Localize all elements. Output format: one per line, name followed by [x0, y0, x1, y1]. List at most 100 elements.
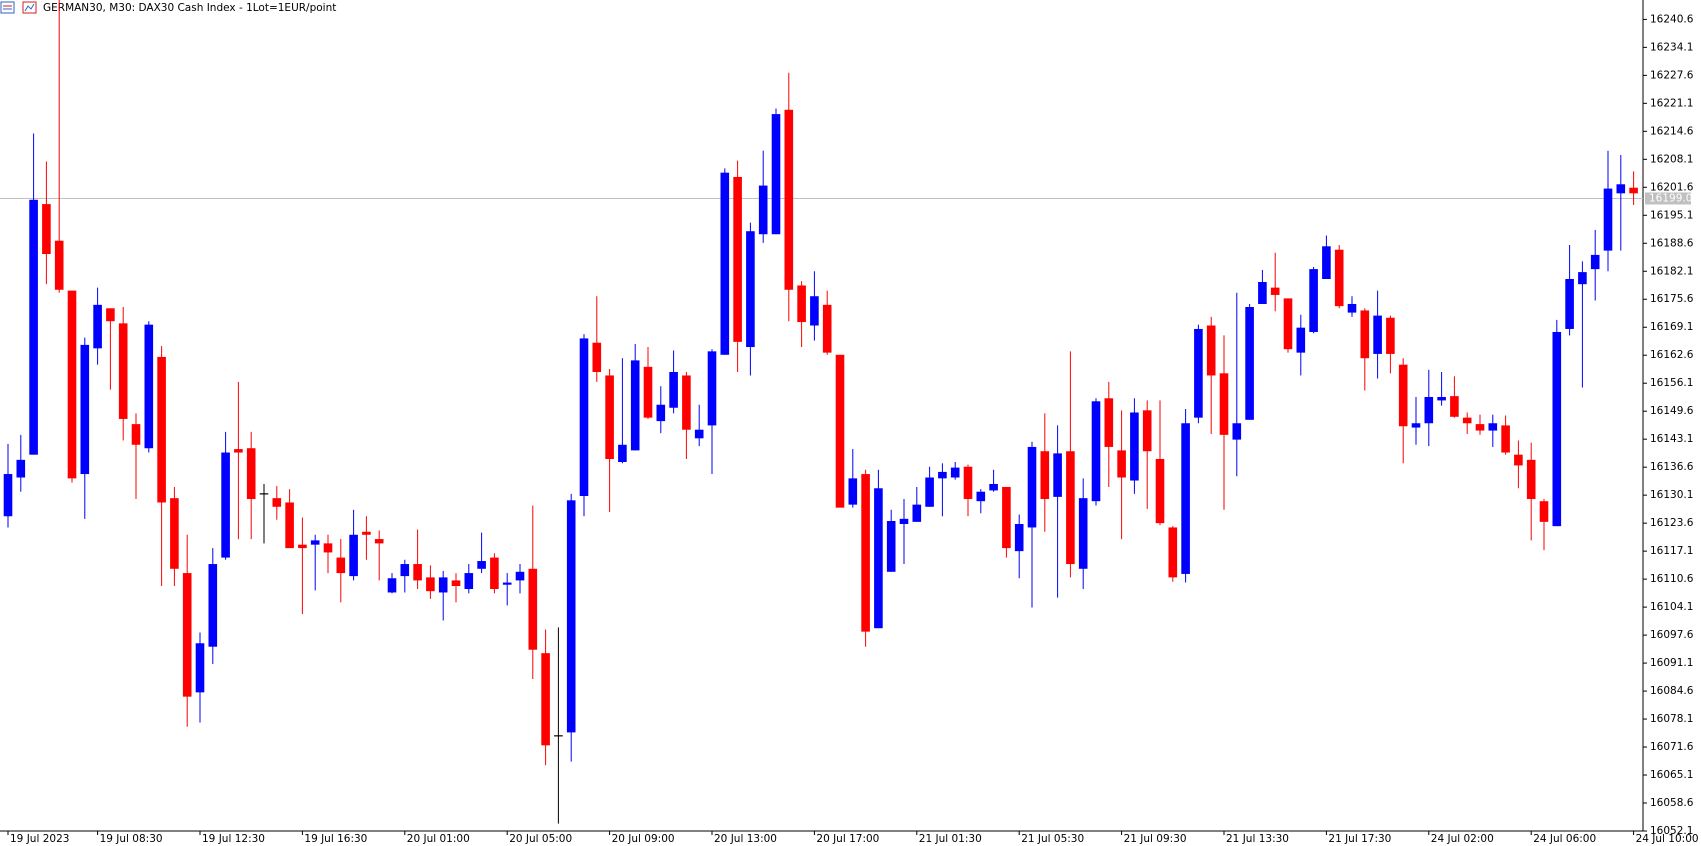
candle-body [80, 344, 90, 475]
candle-body [1526, 459, 1536, 500]
candle-body [1053, 453, 1062, 497]
candle-body [349, 534, 358, 577]
candle-body [1386, 317, 1395, 354]
candle-body [784, 109, 794, 290]
candle-body [1514, 454, 1523, 466]
price-label-box [1645, 192, 1691, 205]
x-tick-label: 20 Jul 17:00 [816, 833, 879, 845]
x-tick-label: 20 Jul 13:00 [714, 833, 777, 845]
header-icons [0, 1, 37, 14]
candle-body [835, 354, 845, 508]
candle-body [1590, 254, 1600, 270]
candle-body [618, 444, 627, 463]
candle-body [490, 557, 499, 590]
x-tick-label: 24 Jul 10:00 [1636, 833, 1699, 845]
y-tick-label: 16071.6 [1650, 741, 1694, 753]
candle-body [758, 185, 768, 235]
y-tick-label: 16104.1 [1650, 601, 1693, 613]
candle-body [861, 474, 870, 632]
candle-body [1232, 423, 1242, 440]
x-tick-label: 21 Jul 01:30 [919, 833, 982, 845]
candle-body [1206, 325, 1216, 376]
candle-body [810, 296, 819, 326]
x-tick-label: 24 Jul 02:00 [1431, 833, 1494, 845]
candle-body [438, 577, 448, 593]
x-tick-label: 21 Jul 17:30 [1328, 833, 1391, 845]
y-tick-label: 16052.1 [1650, 825, 1693, 837]
candle-body [656, 404, 666, 422]
candle-body [1501, 425, 1510, 453]
y-tick-label: 16130.1 [1650, 489, 1693, 501]
candle-body [1194, 328, 1203, 418]
y-tick-label: 16149.6 [1650, 405, 1694, 417]
candle-body [720, 172, 730, 355]
candle-body [579, 338, 589, 497]
candle-body [1373, 315, 1382, 354]
y-tick-label: 16117.1 [1650, 545, 1693, 557]
candle-body [195, 643, 205, 693]
candle-body [1104, 398, 1114, 447]
candle-body [16, 459, 26, 478]
candle-body [1629, 187, 1638, 194]
candle-body [797, 285, 806, 323]
candle-body [118, 323, 128, 419]
candle-body [1411, 423, 1421, 428]
y-tick-label: 16123.6 [1650, 517, 1694, 529]
candle-body [643, 366, 653, 418]
candle-body [1168, 527, 1178, 578]
candle-body [912, 504, 922, 522]
y-tick-label: 16214.6 [1650, 125, 1694, 137]
candle-body [208, 564, 218, 647]
candle-body [285, 502, 294, 549]
candle-body [1347, 303, 1357, 313]
candle-body [886, 520, 896, 572]
y-tick-label: 16221.1 [1650, 97, 1693, 109]
x-tick-label: 24 Jul 06:00 [1533, 833, 1596, 845]
x-tick-label: 20 Jul 01:00 [407, 833, 470, 845]
y-tick-label: 16091.1 [1650, 657, 1693, 669]
x-tick-label: 20 Jul 05:00 [509, 833, 572, 845]
candle-body [1475, 424, 1485, 431]
candle-body [131, 424, 141, 445]
candle-body [29, 199, 38, 455]
y-tick-label: 16084.6 [1650, 685, 1694, 697]
candle-body [963, 466, 973, 500]
candle-body [272, 498, 282, 507]
y-tick-label: 16227.6 [1650, 69, 1694, 81]
candle-body [1437, 396, 1446, 401]
price-label: 16199.0 [1649, 192, 1692, 204]
candle-body [989, 483, 998, 491]
y-tick-label: 16065.1 [1650, 769, 1693, 781]
y-tick-label: 16097.6 [1650, 629, 1694, 641]
y-tick-label: 16143.1 [1650, 433, 1693, 445]
candle-body [848, 478, 858, 505]
candle-body [67, 290, 77, 479]
candle-body [1245, 306, 1254, 420]
candle-body [1309, 269, 1318, 332]
candle-body [323, 543, 333, 553]
candle-body [1130, 412, 1139, 481]
candle-body [387, 578, 397, 593]
candle-body [246, 448, 256, 500]
candle-body [182, 573, 192, 697]
candle-body [822, 304, 832, 353]
candle-body [234, 449, 243, 453]
candle-body [1539, 501, 1549, 522]
x-tick-label: 19 Jul 2023 [10, 833, 69, 845]
candle-body [605, 375, 614, 459]
y-tick-label: 16078.1 [1650, 713, 1693, 725]
candle-body [1219, 373, 1229, 435]
candle-body [1155, 458, 1165, 524]
candle-body [1360, 310, 1370, 359]
candle-body [1398, 364, 1408, 427]
candle-body [1334, 249, 1344, 307]
candle-body [1270, 287, 1280, 295]
y-tick-label: 16175.6 [1650, 293, 1694, 305]
candle-body [925, 477, 934, 507]
candle-body [170, 498, 179, 569]
icon-window [0, 1, 15, 14]
candle-body [1322, 246, 1331, 280]
y-tick-label: 16240.6 [1650, 13, 1694, 25]
candle-body [502, 582, 512, 585]
